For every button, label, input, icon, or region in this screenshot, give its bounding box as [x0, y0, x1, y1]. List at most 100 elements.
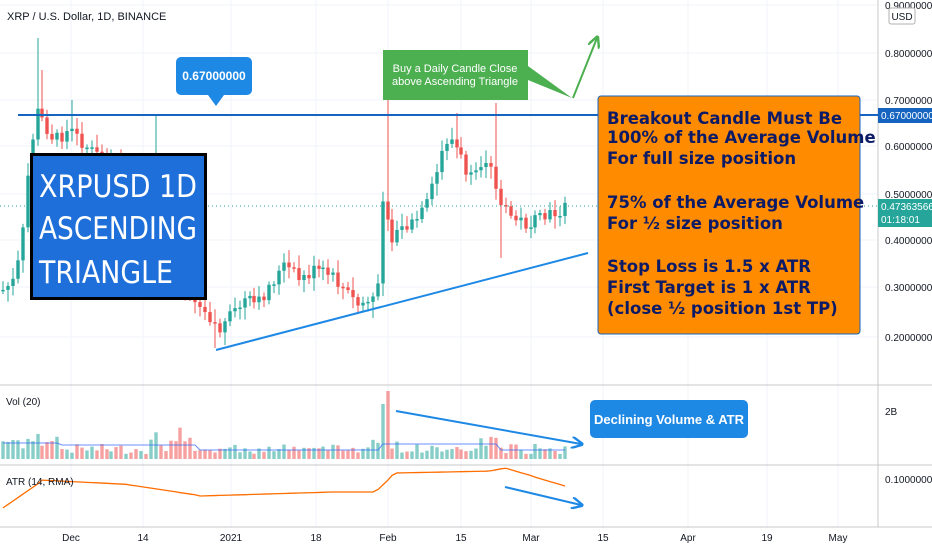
candle-body: [262, 296, 266, 301]
candle-body: [233, 308, 237, 312]
volume-bar: [100, 444, 104, 459]
time-axis: Dec 14 2021 18 Feb 15 Mar 15 Apr 19 May: [62, 533, 847, 544]
atr-decline-arrow: [504, 486, 581, 505]
time-tick: Apr: [680, 533, 696, 544]
time-tick: Mar: [522, 533, 540, 544]
volume-bar: [262, 451, 266, 459]
candle-body: [40, 108, 44, 118]
candle-countdown: 01:18:01: [881, 215, 920, 226]
volume-bar: [6, 441, 10, 459]
volume-bar: [105, 449, 109, 459]
volume-indicator-label[interactable]: Vol (20): [6, 397, 40, 408]
volume-bar: [198, 450, 202, 459]
candle-body: [243, 298, 247, 308]
volume-bar: [114, 447, 118, 459]
volume-bar: [459, 449, 463, 459]
candle-body: [425, 199, 429, 208]
volume-bar: [425, 450, 429, 459]
currency-badge[interactable]: [888, 7, 916, 25]
rules-line: For full size position: [607, 149, 796, 168]
volume-bar: [282, 444, 286, 459]
volume-bar: [90, 446, 94, 459]
volume-bar: [188, 437, 192, 459]
volume-bar: [395, 441, 399, 459]
candle-body: [445, 143, 449, 151]
volume-bar: [361, 448, 365, 459]
candle-body: [479, 167, 483, 171]
candle-body: [336, 272, 340, 287]
candle-body: [524, 217, 528, 229]
candle-body: [563, 202, 567, 217]
volume-bar: [543, 449, 547, 459]
volume-bar: [484, 445, 488, 459]
volume-bar: [321, 446, 325, 459]
time-tick: 2021: [220, 533, 243, 544]
volume-bar: [119, 445, 123, 459]
volume-bar: [386, 391, 390, 459]
title-line-3: TRIANGLE: [38, 255, 173, 291]
volume-bar: [233, 444, 237, 459]
candle-body: [390, 219, 394, 243]
volume-bar: [479, 438, 483, 459]
candle-body: [282, 262, 286, 271]
candle-body: [252, 295, 256, 303]
rules-line: (close ½ position 1st TP): [607, 299, 838, 318]
volume-bar: [223, 448, 227, 459]
volume-bar: [40, 445, 44, 459]
volume-bar: [55, 436, 59, 459]
candle-body: [248, 295, 252, 299]
volume-bar: [346, 450, 350, 459]
candle-body: [415, 219, 419, 221]
volume-bar: [164, 451, 168, 459]
volume-bar: [341, 450, 345, 459]
volume-bar: [218, 448, 222, 459]
atr-axis-tick: 0.10000000: [885, 475, 932, 486]
candle-body: [26, 175, 30, 228]
candle-body: [60, 132, 64, 142]
candle-body: [257, 296, 261, 303]
volume-bar: [257, 448, 261, 459]
candle-body: [514, 215, 518, 221]
atr-line: [2, 467, 566, 509]
rules-line: Stop Loss is 1.5 x ATR: [607, 257, 811, 276]
candle-body: [395, 229, 399, 243]
candle-body: [198, 302, 202, 307]
time-tick: May: [829, 533, 848, 544]
candle-body: [80, 133, 84, 148]
candle-body: [50, 133, 54, 140]
volume-bar: [538, 448, 542, 459]
resistance-callout-text: 0.67000000: [182, 69, 246, 83]
volume-axis-tick: 2B: [885, 407, 898, 418]
candle-body: [543, 213, 547, 220]
candle-body: [405, 226, 409, 230]
volume-bar: [450, 449, 454, 459]
candle-body: [213, 322, 217, 324]
candle-body: [346, 287, 350, 291]
volume-bar: [366, 447, 370, 459]
candle-body: [228, 311, 232, 322]
buy-callout-line-2: above Ascending Triangle: [392, 76, 518, 88]
candle-body: [558, 216, 562, 218]
volume-bar: [124, 453, 128, 459]
volume-bar: [11, 440, 15, 459]
rules-line: Breakout Candle Must Be: [607, 109, 842, 128]
volume-bar: [238, 452, 242, 459]
volume-bar: [178, 427, 182, 459]
volume-bar: [499, 447, 503, 459]
volume-bar: [331, 444, 335, 459]
volume-bar: [109, 451, 113, 459]
volume-bar: [469, 450, 473, 459]
volume-bar: [455, 447, 459, 459]
volume-bar: [21, 448, 25, 459]
candle-body: [55, 132, 59, 140]
candle-body: [351, 290, 355, 298]
volume-bar: [553, 450, 557, 459]
atr-indicator-label[interactable]: ATR (14, RMA): [6, 477, 74, 488]
volume-bar: [302, 447, 306, 459]
candle-body: [455, 139, 459, 148]
candle-body: [70, 128, 74, 132]
